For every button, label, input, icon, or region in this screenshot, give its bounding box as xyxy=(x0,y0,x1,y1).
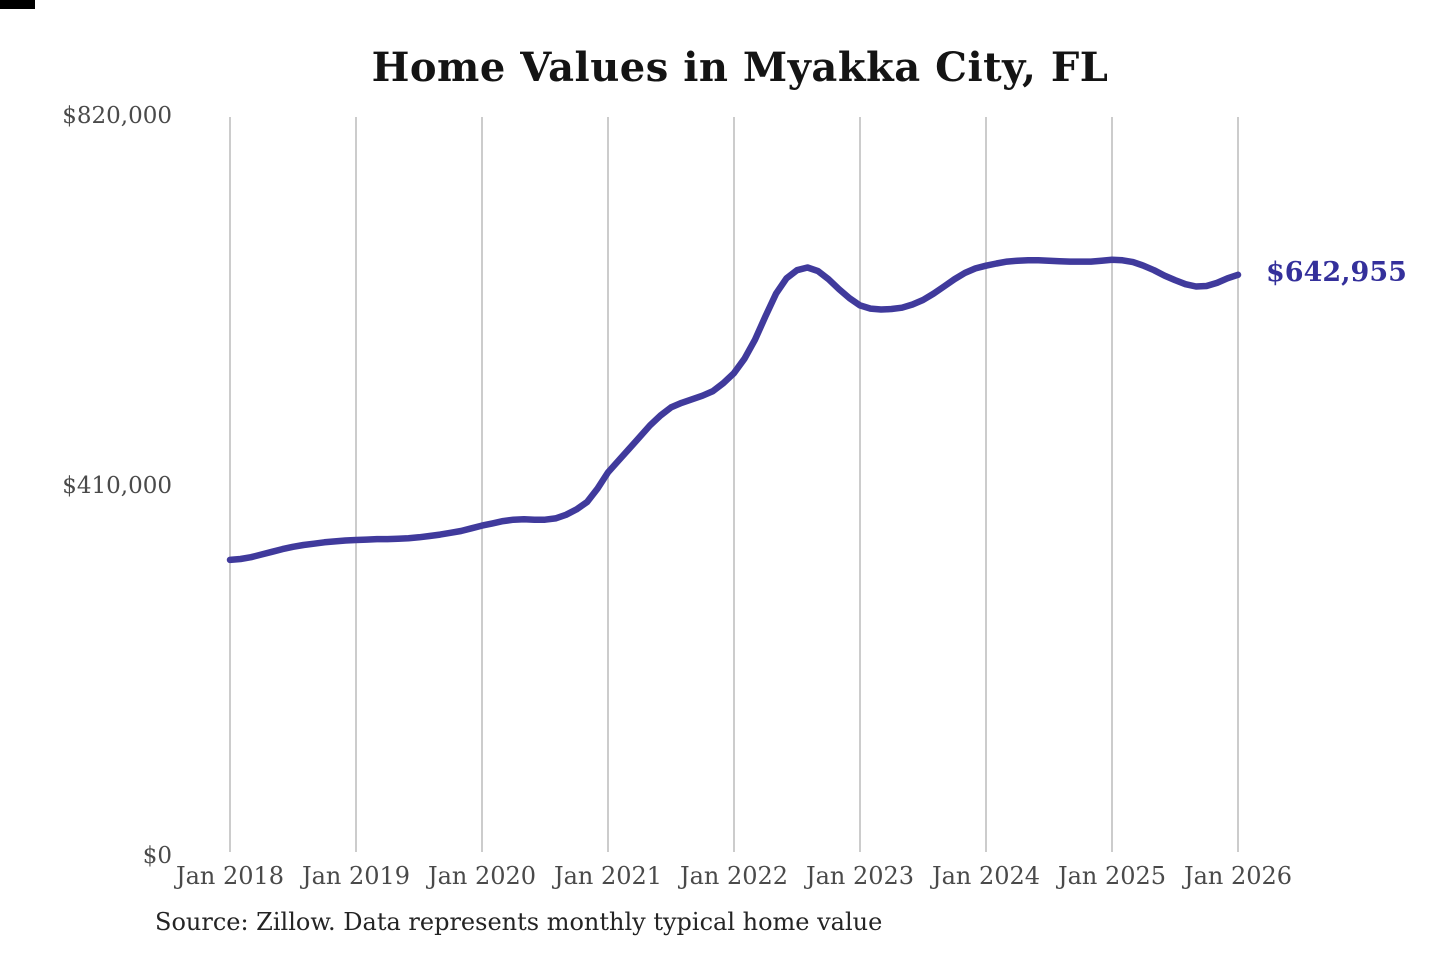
source-attribution-note: Source: Zillow. Data represents monthly … xyxy=(155,908,883,936)
chart-title: Home Values in Myakka City, FL xyxy=(371,44,1109,91)
x-axis-tick-label: Jan 2025 xyxy=(1055,862,1166,890)
x-axis-tick-label: Jan 2019 xyxy=(299,862,410,890)
x-axis-tick-label: Jan 2023 xyxy=(803,862,914,890)
x-axis-tick-label: Jan 2026 xyxy=(1181,862,1292,890)
x-axis-tick-label: Jan 2024 xyxy=(929,862,1040,890)
x-axis-tick-label: Jan 2022 xyxy=(677,862,788,890)
home-value-trend-line xyxy=(226,256,1242,564)
y-axis-tick-label: $820,000 xyxy=(62,103,172,129)
y-axis-tick-label: $410,000 xyxy=(62,473,172,499)
x-axis-tick-label: Jan 2021 xyxy=(551,862,662,890)
corner-decoration-bar xyxy=(0,0,35,9)
latest-value-annotation: $642,955 xyxy=(1266,257,1407,288)
x-axis-tick-label: Jan 2020 xyxy=(425,862,536,890)
x-axis-tick-label: Jan 2018 xyxy=(173,862,284,890)
y-axis-tick-label: $0 xyxy=(143,843,172,869)
